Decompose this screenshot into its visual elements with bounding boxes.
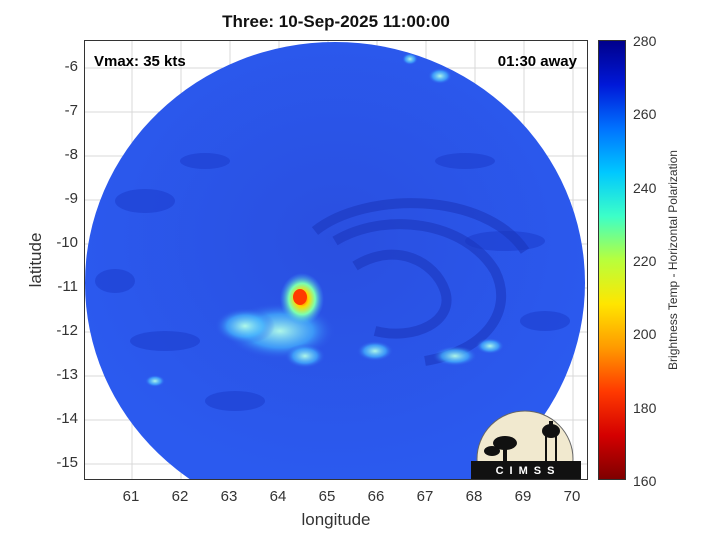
y-tick-label: -9 [64,190,78,207]
x-axis-label: longitude [301,510,371,529]
colorbar-tick-label: 280 [633,33,657,49]
logo-text: CIMSS [495,465,561,477]
colorbar-label: Brightness Temp - Horizontal Polarizatio… [666,150,680,370]
x-tick-label: 68 [465,488,483,505]
x-tick-label: 61 [122,488,140,505]
y-tick-label: -14 [56,410,78,427]
colorbar-tick-label: 240 [633,180,657,196]
map-title: Three: 10-Sep-2025 11:00:00 [222,12,450,31]
cimss-logo [471,410,581,479]
satellite-swath-svg [85,41,587,479]
x-tick-label: 66 [367,488,385,505]
map-axes: Vmax: 35 kts 01:30 away CIMSS [84,40,588,480]
colorbar [598,40,626,480]
y-tick-label: -11 [57,278,78,295]
x-tick-label: 62 [171,488,189,505]
y-tick-label: -7 [64,102,78,119]
y-tick-label: -6 [64,58,78,75]
time-away-label: 01:30 away [497,53,577,70]
colorbar-tick-label: 200 [633,326,657,342]
y-tick-label: -12 [56,322,78,339]
vmax-label: Vmax: 35 kts [94,53,186,70]
x-tick-label: 67 [416,488,434,505]
x-tick-label: 70 [563,488,581,505]
y-tick-label: -8 [64,146,78,163]
colorbar-tick-label: 180 [633,400,657,416]
x-tick-label: 69 [514,488,532,505]
colorbar-tick-label: 160 [633,473,657,489]
colorbar-tick-label: 220 [633,253,657,269]
x-tick-label: 64 [269,488,287,505]
colorbar-tick-label: 260 [633,106,657,122]
y-tick-label: -13 [56,366,78,383]
x-tick-label: 65 [318,488,336,505]
x-tick-label: 63 [220,488,238,505]
swath-image [85,42,585,479]
y-axis-label: latitude [26,232,45,288]
y-tick-label: -15 [56,454,78,471]
y-tick-label: -10 [56,234,78,251]
